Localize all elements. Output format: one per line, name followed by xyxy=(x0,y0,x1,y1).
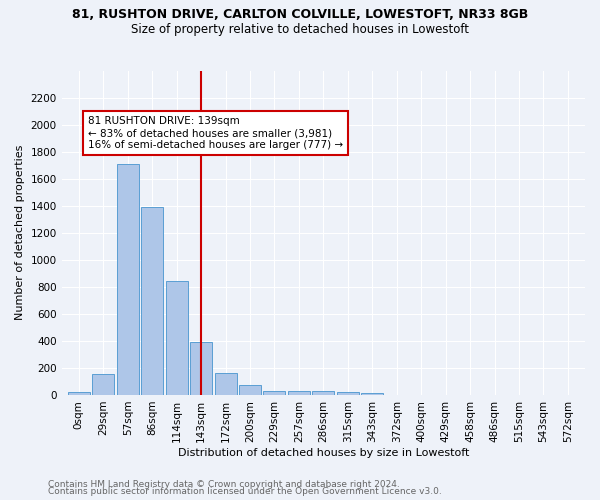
Text: Size of property relative to detached houses in Lowestoft: Size of property relative to detached ho… xyxy=(131,22,469,36)
Bar xyxy=(288,391,310,395)
Bar xyxy=(116,164,139,395)
Text: Contains public sector information licensed under the Open Government Licence v3: Contains public sector information licen… xyxy=(48,487,442,496)
Bar xyxy=(166,282,188,395)
Bar xyxy=(313,392,334,395)
Bar xyxy=(361,393,383,395)
Bar xyxy=(190,342,212,395)
Bar xyxy=(92,374,114,395)
Y-axis label: Number of detached properties: Number of detached properties xyxy=(15,145,25,320)
Bar xyxy=(68,392,90,395)
X-axis label: Distribution of detached houses by size in Lowestoft: Distribution of detached houses by size … xyxy=(178,448,469,458)
Text: 81 RUSHTON DRIVE: 139sqm
← 83% of detached houses are smaller (3,981)
16% of sem: 81 RUSHTON DRIVE: 139sqm ← 83% of detach… xyxy=(88,116,343,150)
Text: 81, RUSHTON DRIVE, CARLTON COLVILLE, LOWESTOFT, NR33 8GB: 81, RUSHTON DRIVE, CARLTON COLVILLE, LOW… xyxy=(72,8,528,20)
Bar xyxy=(337,392,359,395)
Bar xyxy=(263,390,286,395)
Bar xyxy=(141,207,163,395)
Text: Contains HM Land Registry data © Crown copyright and database right 2024.: Contains HM Land Registry data © Crown c… xyxy=(48,480,400,489)
Bar xyxy=(215,372,236,395)
Bar xyxy=(239,386,261,395)
